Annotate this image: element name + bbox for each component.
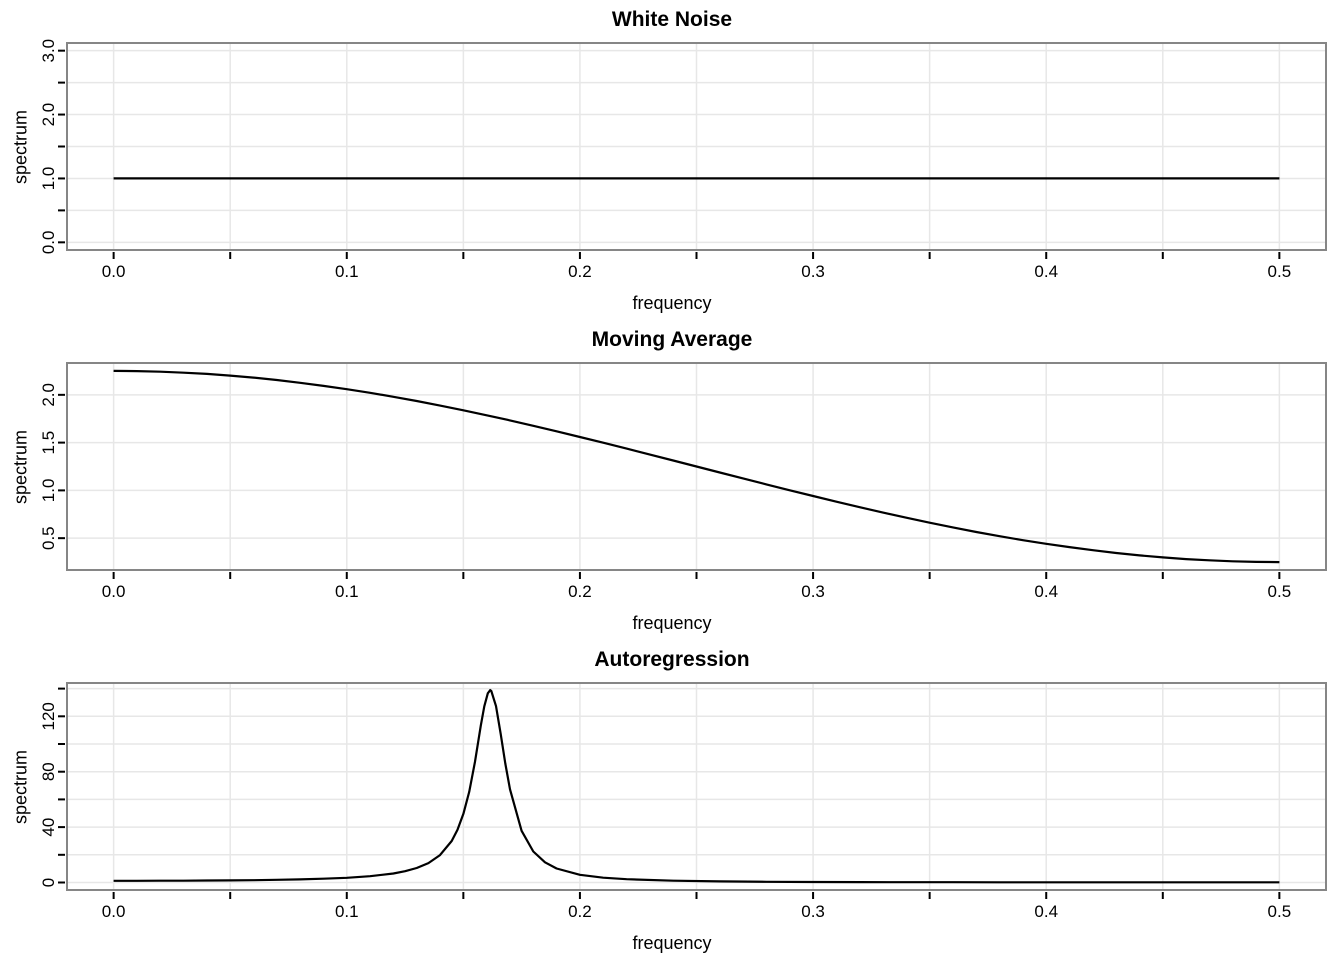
x-tick-label: 0.2 (568, 262, 592, 281)
white-noise-plot-canvas: 0.0 0.1 0.2 0.3 0.4 0.5 0.0 1.0 2.0 3.0 (39, 39, 1327, 281)
y-axis-label: spectrum (10, 749, 31, 825)
chart-title: White Noise (611, 8, 733, 31)
y-tick-label: 0 (39, 878, 58, 887)
plot-border (66, 362, 1327, 571)
x-tick-label: 0.4 (1034, 902, 1058, 921)
y-tick-label: 0.0 (39, 231, 58, 255)
x-tick-label: 0.2 (568, 902, 592, 921)
x-tick-label: 0.3 (801, 262, 825, 281)
spectrum-curve (113, 369, 1280, 564)
y-tick-label: 1.0 (39, 479, 58, 503)
y-tick-label: 120 (39, 702, 58, 730)
x-tick-label: 0.0 (102, 582, 126, 601)
y-tick-label: 1.5 (39, 431, 58, 455)
y-tick-label: 0.5 (39, 526, 58, 550)
panel-autoregression: Autoregression 0.0 0.1 0.2 0.3 0.4 0.5 0 40 80 12… (0, 640, 1344, 960)
x-tick-label: 0.3 (801, 902, 825, 921)
x-tick-label: 0.1 (335, 262, 359, 281)
panel-white-noise: White Noise 0.0 0.1 0.2 0.3 0.4 0.5 0.0 1.0 2.0 3… (0, 0, 1344, 320)
x-axis-label: frequency (632, 293, 712, 313)
x-tick-label: 0.5 (1268, 262, 1292, 281)
y-tick-label: 3.0 (39, 39, 58, 63)
x-tick-label: 0.4 (1034, 262, 1058, 281)
x-tick-label: 0.0 (102, 902, 126, 921)
moving-average-plot-canvas: 0.0 0.1 0.2 0.3 0.4 0.5 0.5 1.0 1.5 2.0 (39, 362, 1327, 601)
x-axis-label: frequency (632, 613, 712, 633)
y-tick-label: 2.0 (39, 103, 58, 127)
y-tick-label: 40 (39, 818, 58, 837)
autoregression-plot-canvas: 0.0 0.1 0.2 0.3 0.4 0.5 0 40 80 120 (39, 682, 1327, 921)
y-axis-label: spectrum (10, 109, 31, 185)
x-tick-label: 0.1 (335, 902, 359, 921)
panel-moving-average: Moving Average 0.0 0.1 0.2 0.3 0.4 0.5 0.5 1.0 1… (0, 320, 1344, 640)
chart-title: Autoregression (594, 648, 750, 671)
x-tick-label: 0.2 (568, 582, 592, 601)
x-tick-label: 0.5 (1268, 902, 1292, 921)
x-tick-label: 0.4 (1034, 582, 1058, 601)
plot-border (66, 682, 1327, 891)
x-tick-label: 0.0 (102, 262, 126, 281)
y-axis-label: spectrum (10, 429, 31, 505)
spectrum-curve (113, 688, 1280, 884)
plot-border (66, 42, 1327, 251)
x-tick-label: 0.5 (1268, 582, 1292, 601)
y-tick-label: 80 (39, 762, 58, 781)
x-tick-label: 0.3 (801, 582, 825, 601)
y-tick-label: 2.0 (39, 383, 58, 407)
y-tick-label: 1.0 (39, 167, 58, 191)
x-tick-label: 0.1 (335, 582, 359, 601)
chart-title: Moving Average (591, 328, 753, 351)
x-axis-label: frequency (632, 933, 712, 953)
